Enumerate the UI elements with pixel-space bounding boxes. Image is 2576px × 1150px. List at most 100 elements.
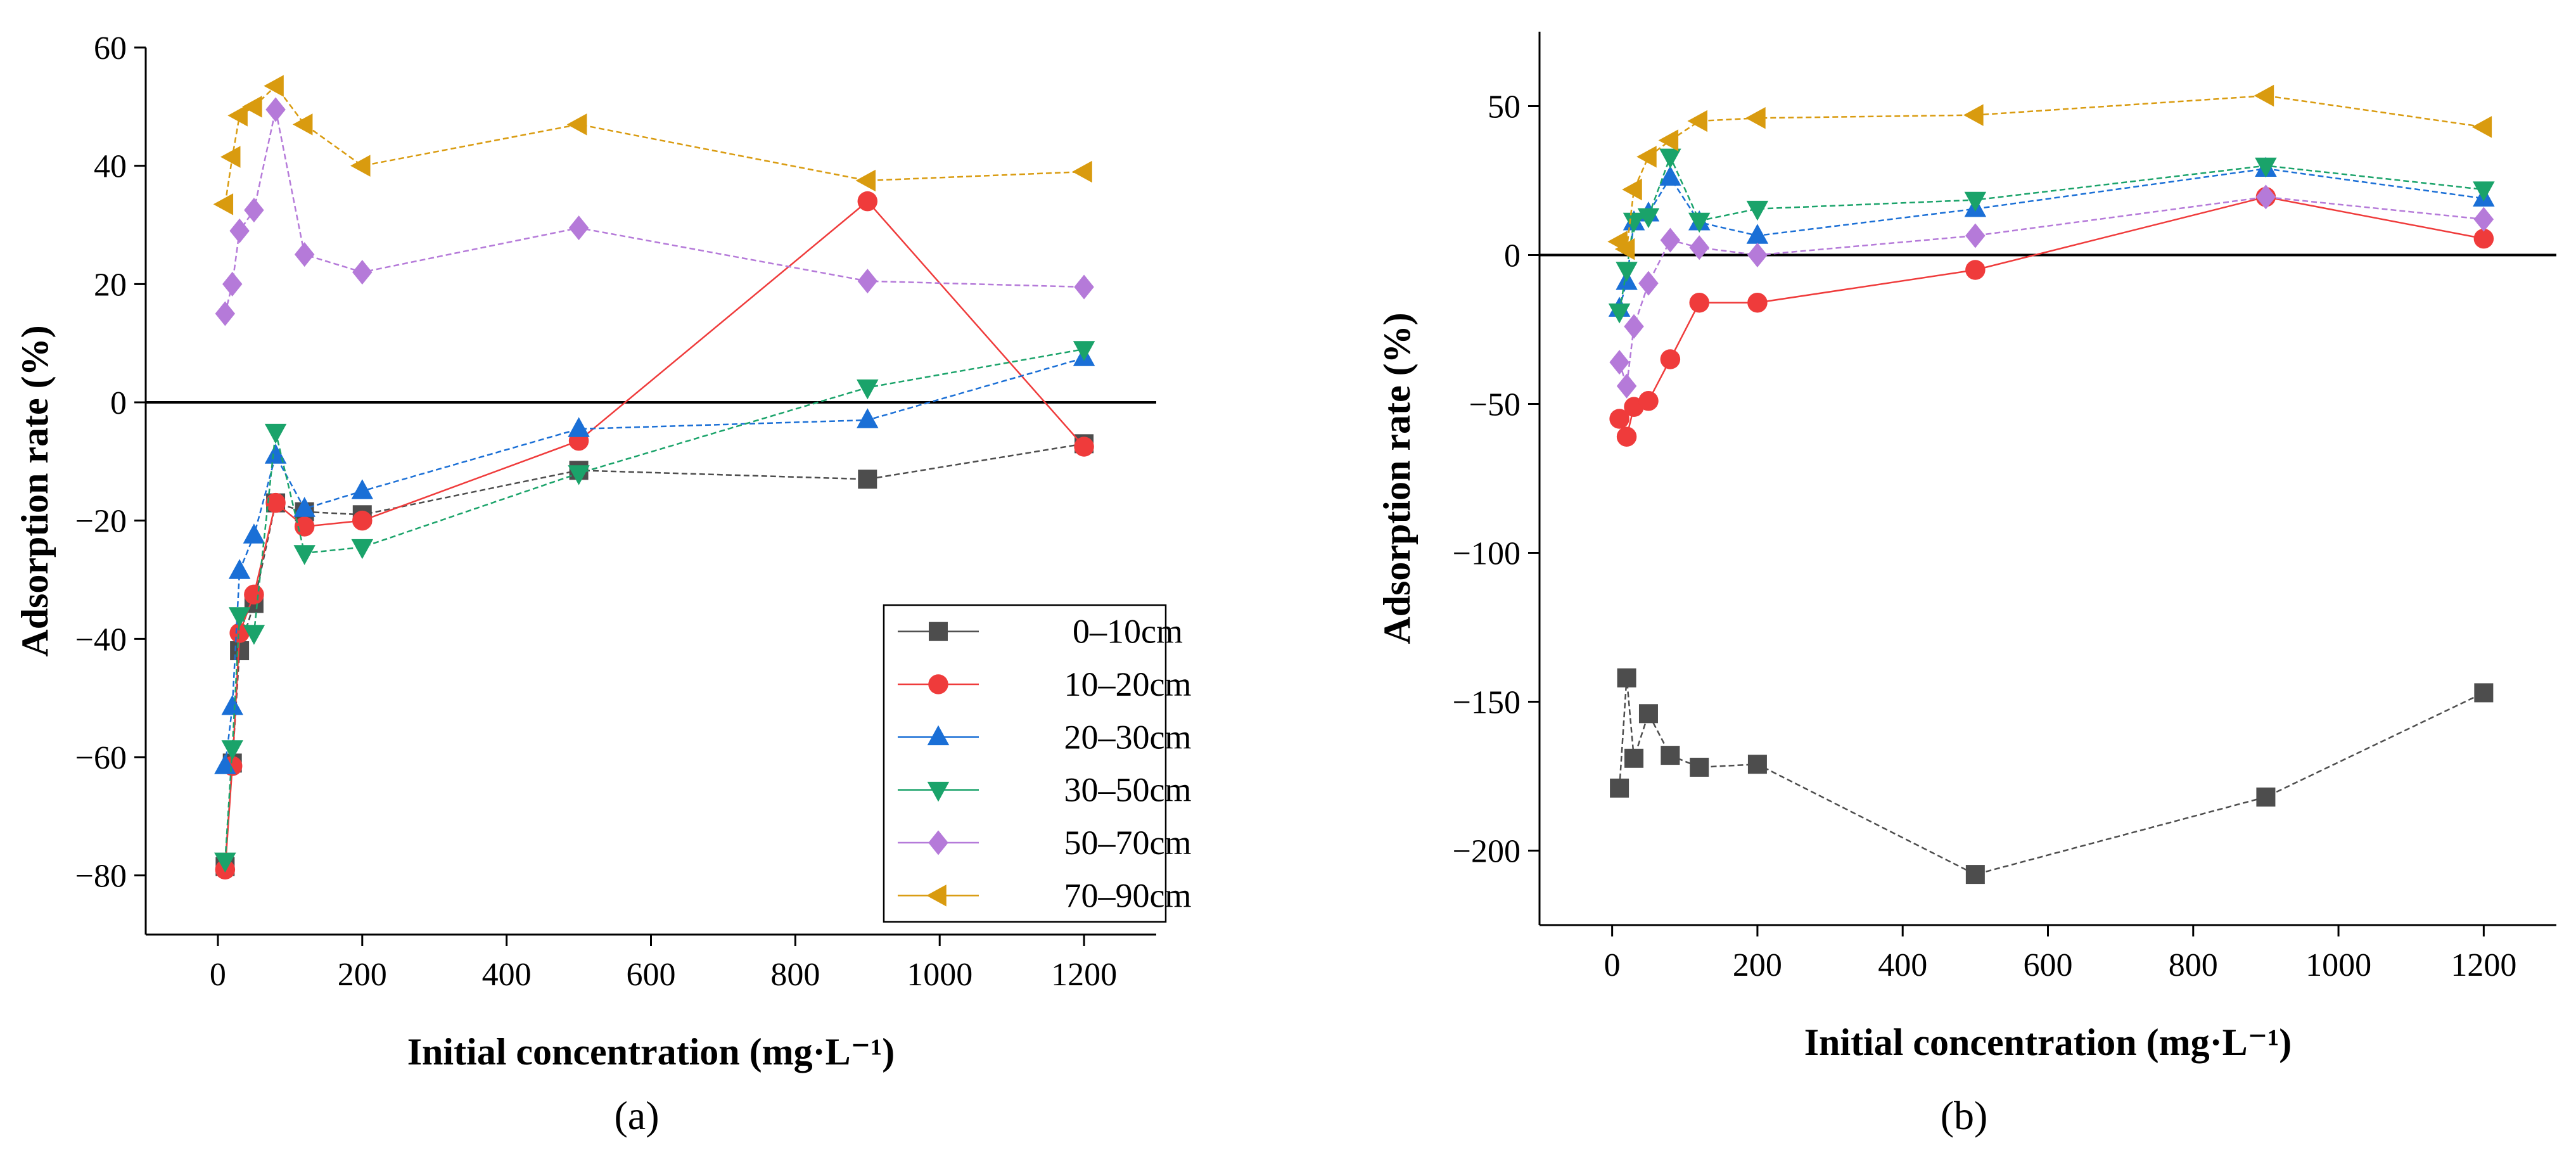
panel-a-x-tick-label: 200 — [338, 957, 387, 993]
panel-a-data-point — [855, 169, 876, 192]
panel-a-data-point — [229, 623, 250, 643]
panel-b-data-point — [1747, 243, 1768, 267]
panel-a-legend-item: 50–70cm — [898, 824, 1191, 862]
panel-a-legend-box — [883, 604, 1167, 923]
panel-b-data-point — [2255, 157, 2277, 178]
panel-a-data-point — [1074, 437, 1094, 457]
panel-b-data-point — [1609, 350, 1629, 375]
panel-b-data-point — [1746, 224, 1769, 244]
panel-b-data-point — [1623, 212, 1645, 233]
panel-a-x-tick-label: 400 — [482, 957, 532, 993]
panel-b-data-point — [1637, 208, 1660, 229]
panel-a-series-5 — [213, 75, 1092, 215]
panel-a-data-point — [858, 470, 877, 489]
panel-b-data-point — [1636, 146, 1657, 168]
panel-b-y-tick-label: 0 — [1504, 238, 1521, 274]
panel-a-series-line — [224, 84, 1085, 205]
panel-b-data-point — [1638, 391, 1659, 411]
panel-a-data-point — [228, 559, 251, 579]
panel-b-data-point — [1609, 409, 1629, 429]
panel-a-series-2 — [214, 346, 1095, 774]
panel-b-data-point — [1610, 778, 1629, 798]
panel-b-data-point — [2471, 116, 2492, 138]
panel-b-data-point — [2255, 184, 2276, 210]
panel-a-data-point — [264, 75, 284, 97]
panel-a-data-point — [352, 260, 373, 285]
panel-a-data-point — [243, 523, 265, 544]
panel-b-data-point — [1747, 292, 1768, 313]
panel-a-data-point — [244, 584, 264, 605]
panel-a-legend-marker — [927, 725, 950, 746]
panel-b-x-tick-label: 1200 — [2451, 947, 2516, 983]
panel-a-legend-marker — [929, 622, 948, 641]
panel-b-data-point — [1661, 746, 1680, 765]
panel-b-data-point — [1622, 178, 1642, 201]
panel-a-data-point — [294, 242, 315, 267]
panel-b-data-point — [1964, 191, 1987, 212]
panel-a-data-point — [264, 423, 287, 444]
panel-a-legend-marker — [928, 830, 948, 855]
panel-b-data-point — [1687, 110, 1707, 132]
panel-a-data-point — [293, 545, 316, 565]
panel-a-legend-marker — [926, 885, 947, 907]
panel-a-data-point — [244, 198, 264, 223]
panel-a-legend-label: 10–20cm — [1064, 665, 1192, 703]
panel-a-data-point — [215, 301, 236, 326]
panel-b-data-point — [1965, 260, 1986, 280]
panel-a-data-point — [1074, 274, 1094, 300]
panel-b-data-point — [1624, 314, 1644, 339]
panel-b-data-point — [1616, 262, 1638, 282]
panel-b-data-point — [1690, 757, 1709, 777]
panel-a-data-point — [352, 510, 373, 531]
panel-a-y-tick-label: −20 — [75, 504, 127, 540]
panel-a-data-point — [265, 97, 286, 122]
panel-a-legend-item: 70–90cm — [898, 876, 1191, 914]
panel-a-data-point — [222, 271, 243, 297]
panel-a-label: (a) — [614, 1093, 659, 1138]
panel-b-y-tick-label: −100 — [1453, 536, 1521, 572]
panel-a-legend-label: 70–90cm — [1064, 876, 1192, 914]
panel-b-data-point — [1659, 165, 1681, 186]
panel-b-series-line — [1619, 94, 2484, 251]
panel-a-data-point — [214, 852, 236, 873]
panel-a-legend-marker — [927, 781, 950, 802]
panel-b-data-point — [1660, 349, 1681, 369]
panel-a-data-point — [857, 191, 878, 212]
panel-b-series-0 — [1610, 668, 2494, 885]
panel-a-x-tick-label: 800 — [770, 957, 820, 993]
panel-a-legend-label: 30–50cm — [1064, 771, 1192, 809]
panel-b-data-point — [1638, 704, 1658, 724]
panel-b: 0 200 400 600 800 1000 1200 −200 −150 −100 −50 0 50 I… — [1376, 32, 2556, 1063]
panel-b-data-point — [2473, 228, 2494, 249]
panel-b-data-point — [1963, 104, 1984, 126]
panel-a-data-point — [229, 218, 250, 243]
panel-b-series-5 — [1607, 84, 2492, 260]
panel-a-y-tick-label: 20 — [94, 267, 127, 303]
panel-a-y-tick-label: −60 — [75, 740, 127, 776]
panel-a-data-point — [1073, 341, 1095, 361]
panel-b-data-point — [1638, 271, 1659, 296]
panel-a-data-point — [351, 539, 374, 559]
panel-a-x-axis-title: Initial concentration (mg·L⁻¹) — [407, 1031, 895, 1073]
panel-a-legend-item: 20–30cm — [898, 718, 1191, 756]
panel-a-x-tick-label: 1200 — [1051, 957, 1117, 993]
panel-a-legend-marker — [928, 674, 948, 694]
panel-a-legend-item: 10–20cm — [898, 665, 1191, 703]
panel-a-data-point — [242, 96, 262, 118]
panel-b-x-tick-label: 400 — [1878, 947, 1927, 983]
panel-a-data-point — [568, 465, 590, 485]
panel-b-y-tick-label: −150 — [1453, 685, 1521, 721]
panel-b-series-1 — [1609, 187, 2494, 447]
panel-a-data-point — [221, 694, 243, 715]
panel-b-y-axis-title: Adsorption rate (%) — [1376, 312, 1418, 644]
panel-a-data-point — [221, 740, 243, 760]
panel-a-data-point — [568, 417, 590, 437]
panel-a-legend: 0–10cm 10–20cm 20–30cm 30–50cm 50–70cm 70–90c… — [883, 604, 1192, 923]
panel-a-y-tick-label: 0 — [110, 385, 127, 421]
panel-b-data-point — [1616, 426, 1637, 447]
panel-a-data-point — [1072, 160, 1092, 183]
panel-a-data-point — [292, 113, 313, 136]
panel-a-y-axis-title: Adsorption rate (%) — [14, 325, 56, 656]
panel-a-y-tick-label: 60 — [94, 30, 127, 67]
